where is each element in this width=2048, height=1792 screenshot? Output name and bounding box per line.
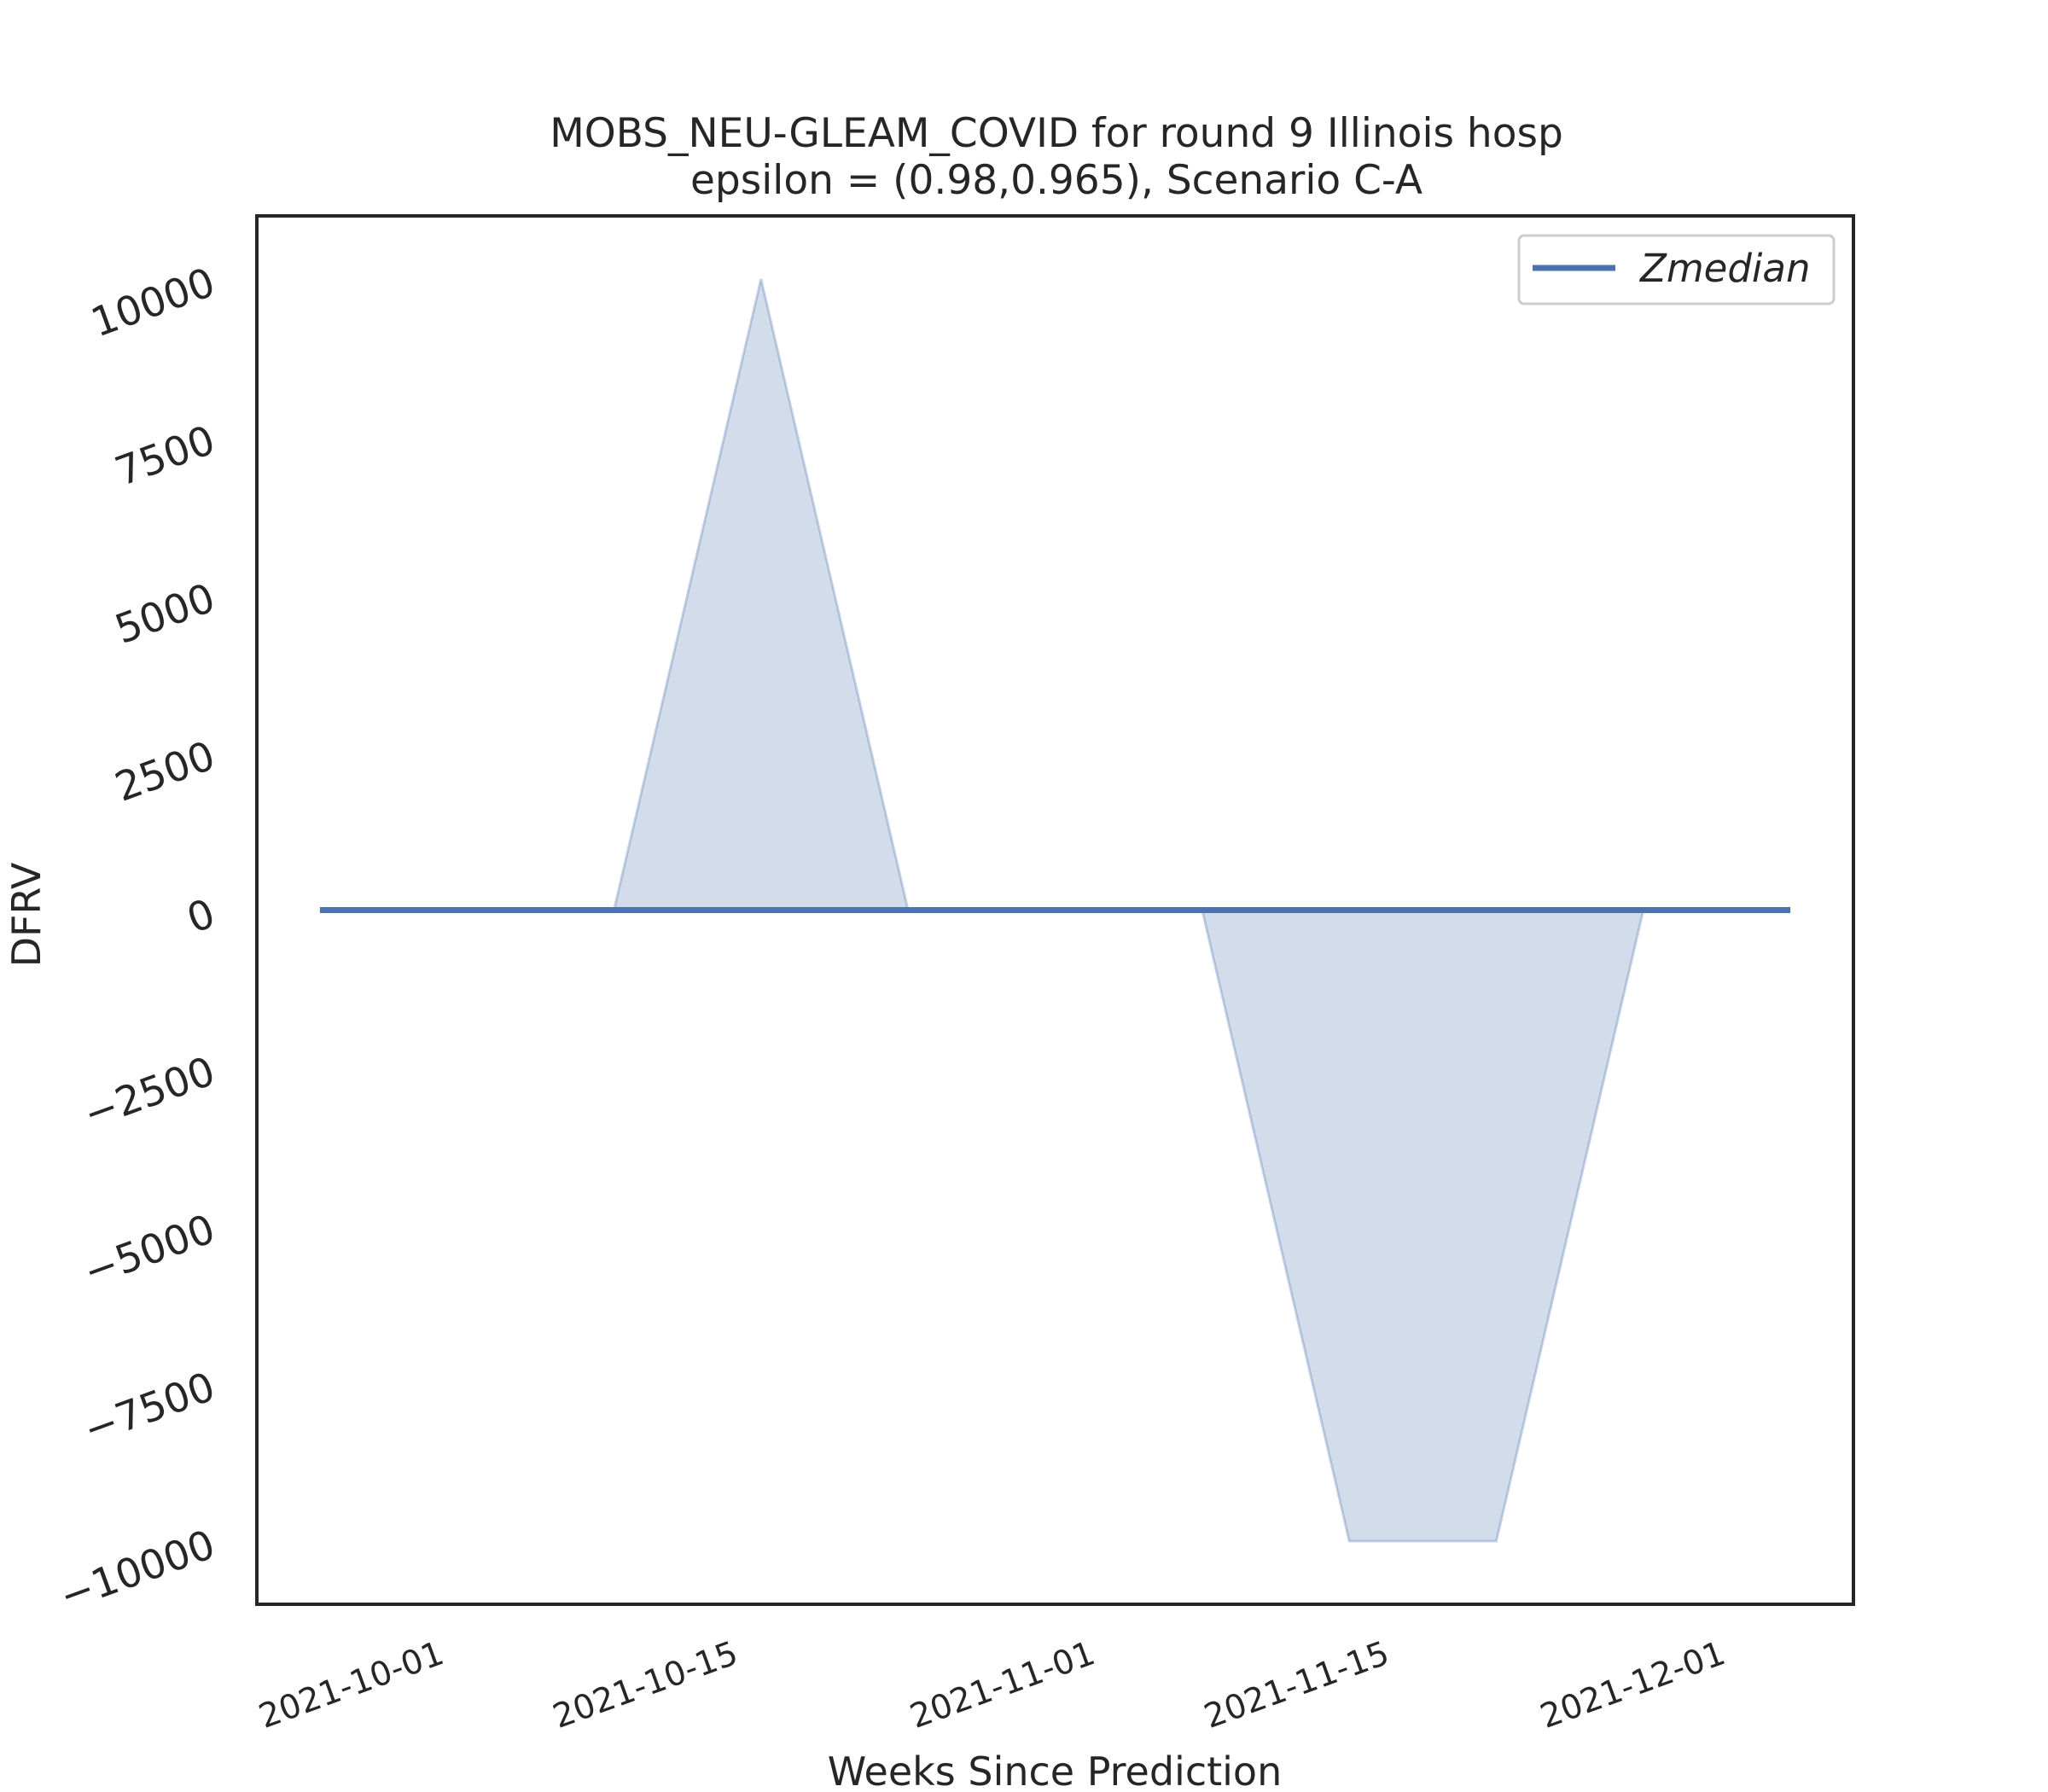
plot-frame — [255, 214, 1855, 1606]
y-tick-label: 5000 — [109, 574, 221, 654]
y-tick-label: −2500 — [78, 1048, 221, 1138]
y-tick-label: 2500 — [109, 732, 221, 812]
y-tick-label: −5000 — [78, 1206, 221, 1296]
plot-area — [319, 278, 1791, 1543]
chart-title: MOBS_NEU-GLEAM_COVID for round 9 Illinoi… — [550, 110, 1563, 157]
x-tick-label: 2021-10-01 — [254, 1634, 449, 1737]
legend: Zmedian — [1517, 234, 1836, 305]
x-tick-label: 2021-11-15 — [1199, 1634, 1393, 1737]
y-tick-label: −10000 — [54, 1521, 221, 1620]
x-tick-label: 2021-12-01 — [1535, 1634, 1730, 1737]
y-tick-label: −7500 — [78, 1364, 221, 1454]
x-axis-ticks: 2021-10-01 2021-10-15 2021-11-01 2021-11-15… — [254, 1634, 1731, 1737]
x-tick-label: 2021-10-15 — [548, 1634, 742, 1737]
y-tick-label: 10000 — [85, 259, 221, 347]
y-tick-label: 7500 — [109, 416, 221, 496]
legend-box — [1517, 234, 1836, 305]
x-tick-label: 2021-11-01 — [905, 1634, 1100, 1737]
x-axis-label: Weeks Since Prediction — [828, 1748, 1282, 1792]
y-axis-ticks: 10000 7500 5000 2500 0 −2500 −5000 −7500 −10000 — [54, 259, 221, 1620]
y-axis-label: DFRV — [3, 862, 49, 967]
chart-subtitle: epsilon = (0.98,0.965), Scenario C-A — [690, 157, 1423, 204]
legend-label-zmedian: Zmedian — [1639, 246, 1811, 291]
y-tick-label: 0 — [181, 890, 221, 943]
